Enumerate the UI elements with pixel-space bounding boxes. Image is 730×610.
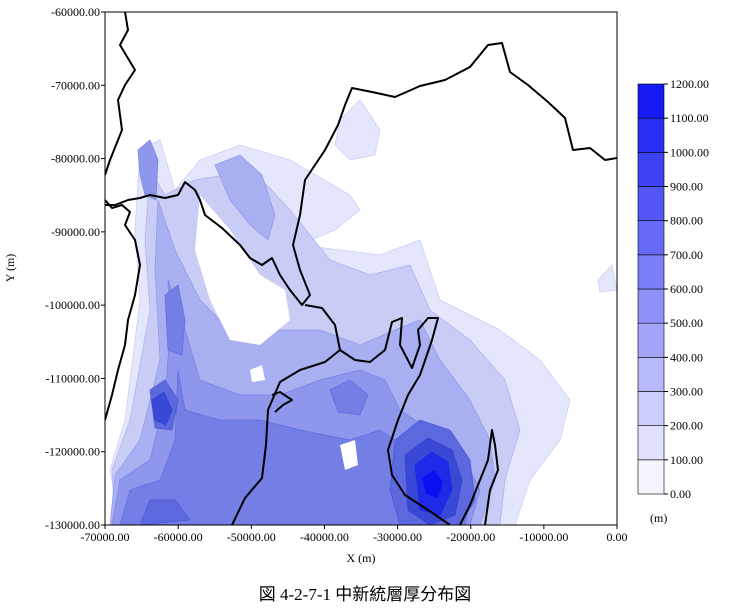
colorbar-swatch xyxy=(637,322,665,358)
coastline-west xyxy=(105,12,136,176)
low-area-1 xyxy=(195,195,290,345)
y-tick-label: -80000.00 xyxy=(51,152,100,166)
contour-band-500c xyxy=(329,379,369,416)
colorbar-label: 1000.00 xyxy=(670,145,709,159)
boundary-west xyxy=(105,199,141,421)
colorbar-label: 500.00 xyxy=(670,316,703,330)
colorbar-label: 100.00 xyxy=(670,453,703,467)
colorbar-unit: (m) xyxy=(650,511,667,525)
y-tick-label: -120000.00 xyxy=(45,445,100,459)
low-area-3 xyxy=(250,365,265,382)
contour-band-400b xyxy=(137,139,159,201)
x-tick-label: 0.00 xyxy=(607,530,628,544)
colorbar-label: 700.00 xyxy=(670,248,703,262)
colorbar-label: 1100.00 xyxy=(670,111,709,125)
colorbar-swatch xyxy=(637,357,665,392)
y-axis-label: Y (m) xyxy=(3,254,17,283)
colorbar-swatch xyxy=(637,459,665,495)
colorbar-swatch xyxy=(637,220,665,256)
x-tick-label: -60000.00 xyxy=(154,530,203,544)
boundary-northeast xyxy=(105,42,617,306)
y-tick-label: -60000.00 xyxy=(51,5,100,19)
x-tick-label: -50000.00 xyxy=(227,530,276,544)
y-tick-label: -90000.00 xyxy=(51,225,100,239)
colorbar-label: 200.00 xyxy=(670,419,703,433)
contour-band-100b xyxy=(334,99,381,161)
boundary-central xyxy=(231,304,341,525)
colorbar-label: 800.00 xyxy=(670,214,703,228)
x-tick-label: -20000.00 xyxy=(446,530,495,544)
x-tick-label: -10000.00 xyxy=(519,530,568,544)
x-tick-label: -30000.00 xyxy=(373,530,422,544)
colorbar-swatch xyxy=(637,117,665,153)
x-tick-label: -40000.00 xyxy=(300,530,349,544)
boundary-lines xyxy=(105,12,617,525)
contour-band-500b xyxy=(164,284,186,356)
colorbar-label: 600.00 xyxy=(670,282,703,296)
boundary-inlet xyxy=(339,317,451,525)
contour-band-1200 xyxy=(422,470,443,498)
colorbar-label: 400.00 xyxy=(670,350,703,364)
y-tick-label: -130000.00 xyxy=(45,518,100,532)
contour-band-800 xyxy=(151,391,173,426)
x-axis-label: X (m) xyxy=(347,551,376,565)
contour-band-100c xyxy=(597,264,617,293)
plot-frame xyxy=(104,11,618,526)
thickness-field xyxy=(109,99,617,525)
y-axis: -60000.00 -70000.00 -80000.00 -90000.00 -100… xyxy=(45,5,105,532)
x-axis: -70000.00 -60000.00 -50000.00 -40000.00 -300… xyxy=(81,525,628,544)
boundary-east xyxy=(459,429,499,525)
colorbar-swatch xyxy=(637,425,665,461)
colorbar: 0.00 100.00 200.00 300.00 400.00 500.00 600.00… xyxy=(637,77,709,501)
colorbar-label: 0.00 xyxy=(670,487,691,501)
y-tick-label: -70000.00 xyxy=(51,78,100,92)
contour-band-300b xyxy=(214,154,276,241)
low-area-2 xyxy=(340,440,358,470)
colorbar-swatch xyxy=(637,186,665,221)
colorbar-label: 300.00 xyxy=(670,385,703,399)
y-tick-label: -100000.00 xyxy=(45,298,100,312)
x-tick-label: -70000.00 xyxy=(81,530,130,544)
colorbar-swatch xyxy=(637,391,665,426)
colorbar-swatch xyxy=(637,288,665,324)
colorbar-label: 900.00 xyxy=(670,180,703,194)
colorbar-label: 1200.00 xyxy=(670,77,709,91)
y-tick-label: -110000.00 xyxy=(45,371,100,385)
colorbar-swatch xyxy=(637,254,665,290)
contour-band-600 xyxy=(139,499,191,525)
boundary-islandstrip xyxy=(271,391,293,413)
figure-caption: 図 4-2-7-1 中新統層厚分布図 xyxy=(258,585,472,604)
colorbar-swatch xyxy=(637,152,665,187)
colorbar-swatch xyxy=(637,83,665,119)
